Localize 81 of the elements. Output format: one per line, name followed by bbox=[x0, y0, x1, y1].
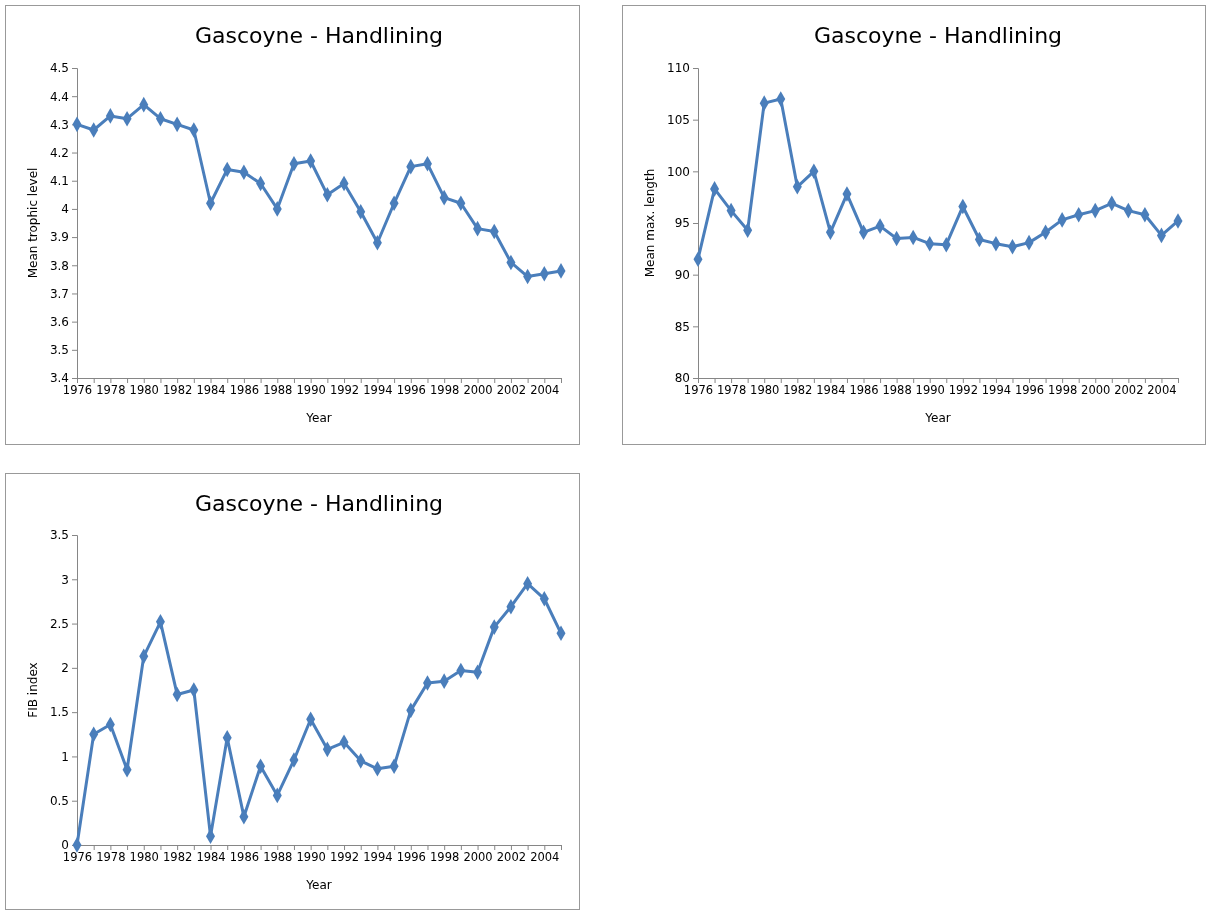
x-tick-label: 1988 bbox=[882, 383, 912, 398]
x-tick-label: 1984 bbox=[196, 383, 226, 398]
x-tick-label: 2002 bbox=[1114, 383, 1144, 398]
y-tick-label: 105 bbox=[667, 113, 690, 128]
y-tick-label: 95 bbox=[674, 216, 690, 231]
y-axis-title: Mean trophic level bbox=[26, 167, 40, 279]
y-tick-label: 3.5 bbox=[49, 528, 69, 543]
x-tick-label: 1998 bbox=[1048, 383, 1078, 398]
y-tick-label: 1.5 bbox=[49, 705, 69, 720]
x-tick-label: 1992 bbox=[329, 850, 360, 865]
x-axis-title: Year bbox=[305, 411, 332, 425]
y-tick-label: 3 bbox=[61, 572, 69, 587]
y-tick-label: 4.3 bbox=[49, 117, 69, 132]
y-tick-label: 0.5 bbox=[49, 794, 69, 809]
x-tick-label: 1998 bbox=[430, 850, 460, 865]
x-tick-label: 1986 bbox=[229, 383, 260, 398]
x-tick-label: 1980 bbox=[750, 383, 780, 398]
y-tick-label: 3.8 bbox=[49, 258, 69, 273]
y-tick-label: 4.4 bbox=[49, 89, 69, 104]
y-tick-label: 2 bbox=[61, 661, 69, 676]
x-tick-label: 1986 bbox=[229, 850, 260, 865]
x-tick-label: 1988 bbox=[263, 850, 293, 865]
y-tick-label: 110 bbox=[667, 61, 690, 76]
x-tick-label: 1978 bbox=[96, 383, 126, 398]
x-tick-label: 1978 bbox=[716, 383, 747, 398]
y-tick-label: 3.7 bbox=[49, 286, 69, 301]
y-tick-label: 3.5 bbox=[49, 343, 69, 358]
x-tick-label: 1984 bbox=[196, 850, 226, 865]
y-axis-title: Mean max. length bbox=[643, 168, 657, 278]
y-axis-title: FIB index bbox=[26, 662, 40, 718]
chart-title: Gascoyne - Handlining bbox=[194, 491, 444, 516]
x-tick-label: 1996 bbox=[396, 850, 426, 865]
x-tick-label: 1988 bbox=[263, 383, 293, 398]
y-tick-label: 90 bbox=[674, 268, 690, 283]
x-tick-label: 1984 bbox=[816, 383, 846, 398]
y-tick-label: 3.9 bbox=[49, 230, 69, 245]
x-tick-label: 1986 bbox=[849, 383, 879, 398]
x-tick-label: 2000 bbox=[1081, 383, 1111, 398]
x-tick-label: 1994 bbox=[981, 383, 1012, 398]
x-tick-label: 1990 bbox=[296, 850, 326, 865]
x-axis-title: Year bbox=[924, 411, 951, 425]
x-tick-label: 1992 bbox=[329, 383, 360, 398]
x-tick-label: 1990 bbox=[296, 383, 326, 398]
x-tick-label: 1990 bbox=[915, 383, 945, 398]
x-tick-label: 1996 bbox=[1014, 383, 1045, 398]
x-tick-label: 1980 bbox=[129, 850, 159, 865]
x-tick-label: 1992 bbox=[948, 383, 978, 398]
x-tick-label: 1976 bbox=[62, 383, 93, 398]
x-tick-label: 1982 bbox=[163, 850, 193, 865]
y-tick-label: 2.5 bbox=[49, 616, 69, 631]
y-tick-label: 4.2 bbox=[49, 145, 69, 160]
x-tick-label: 1976 bbox=[683, 383, 714, 398]
y-tick-label: 3.6 bbox=[49, 314, 69, 329]
y-tick-label: 1 bbox=[61, 749, 69, 764]
x-tick-label: 1982 bbox=[163, 383, 193, 398]
x-tick-label: 2000 bbox=[463, 850, 493, 865]
x-tick-label: 2002 bbox=[496, 383, 527, 398]
x-tick-label: 2000 bbox=[463, 383, 493, 398]
y-tick-label: 3.4 bbox=[49, 371, 69, 386]
y-tick-label: 85 bbox=[674, 319, 690, 334]
y-tick-label: 80 bbox=[674, 371, 690, 386]
x-tick-label: 1980 bbox=[129, 383, 159, 398]
x-tick-label: 2002 bbox=[496, 850, 527, 865]
y-tick-label: 100 bbox=[667, 164, 690, 179]
y-tick-label: 0 bbox=[61, 838, 69, 853]
y-tick-label: 4.5 bbox=[49, 61, 69, 76]
x-tick-label: 1982 bbox=[783, 383, 813, 398]
x-tick-label: 1996 bbox=[396, 383, 426, 398]
y-tick-label: 4.1 bbox=[49, 174, 69, 189]
y-tick-label: 4 bbox=[61, 202, 69, 217]
x-tick-label: 1976 bbox=[62, 850, 93, 865]
x-tick-label: 2004 bbox=[530, 383, 560, 398]
x-axis-title: Year bbox=[305, 878, 332, 892]
x-tick-label: 1994 bbox=[363, 383, 393, 398]
x-tick-label: 1978 bbox=[96, 850, 126, 865]
chart-title: Gascoyne - Handlining bbox=[194, 23, 444, 48]
x-tick-label: 2004 bbox=[1147, 383, 1177, 398]
x-tick-label: 2004 bbox=[530, 850, 560, 865]
x-tick-label: 1998 bbox=[430, 383, 460, 398]
chart-title: Gascoyne - Handlining bbox=[813, 23, 1063, 48]
x-tick-label: 1994 bbox=[363, 850, 393, 865]
